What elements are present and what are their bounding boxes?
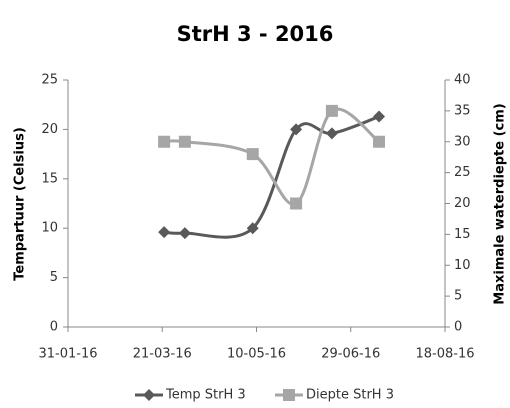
- y2-tick-label: 30: [454, 134, 471, 149]
- y-tick-label: 20: [41, 122, 58, 137]
- y2-tick-label: 40: [454, 73, 471, 88]
- y-tick-label: 5: [50, 270, 58, 285]
- y-tick-label: 0: [50, 320, 58, 335]
- marker: [325, 127, 338, 140]
- marker: [373, 110, 386, 123]
- y-tick-label: 10: [41, 221, 58, 236]
- marker: [178, 227, 191, 240]
- y2-tick-label: 25: [454, 165, 471, 180]
- x-tick-label: 29-06-16: [321, 347, 380, 362]
- marker: [158, 135, 171, 148]
- y2-tick-label: 0: [454, 320, 462, 335]
- y2-tick-label: 20: [454, 196, 471, 211]
- legend-marker: [143, 389, 155, 401]
- x-tick-label: 10-05-16: [227, 347, 286, 362]
- x-tick-label: 18-08-16: [415, 347, 474, 362]
- y2-axis-label: Maximale waterdiepte (cm): [493, 103, 508, 304]
- y2-tick-label: 15: [454, 227, 471, 242]
- marker: [246, 222, 259, 235]
- x-tick-label: 31-01-16: [38, 347, 97, 362]
- marker: [178, 135, 191, 148]
- marker: [290, 123, 303, 136]
- y-axis-label: Tempartuur (Celsius): [13, 127, 28, 281]
- legend-label: Diepte StrH 3: [306, 388, 394, 403]
- y2-tick-label: 35: [454, 103, 471, 118]
- chart-title: StrH 3 - 2016: [177, 22, 334, 46]
- y2-tick-label: 5: [454, 289, 462, 304]
- legend-marker: [283, 389, 295, 401]
- x-tick-label: 21-03-16: [133, 347, 192, 362]
- marker: [246, 148, 259, 161]
- marker: [158, 226, 171, 239]
- y2-tick-label: 10: [454, 258, 471, 273]
- marker: [290, 197, 303, 210]
- y-tick-label: 15: [41, 171, 58, 186]
- marker: [373, 135, 386, 148]
- marker: [325, 104, 338, 117]
- y-tick-label: 25: [41, 73, 58, 88]
- legend-label: Temp StrH 3: [165, 388, 246, 403]
